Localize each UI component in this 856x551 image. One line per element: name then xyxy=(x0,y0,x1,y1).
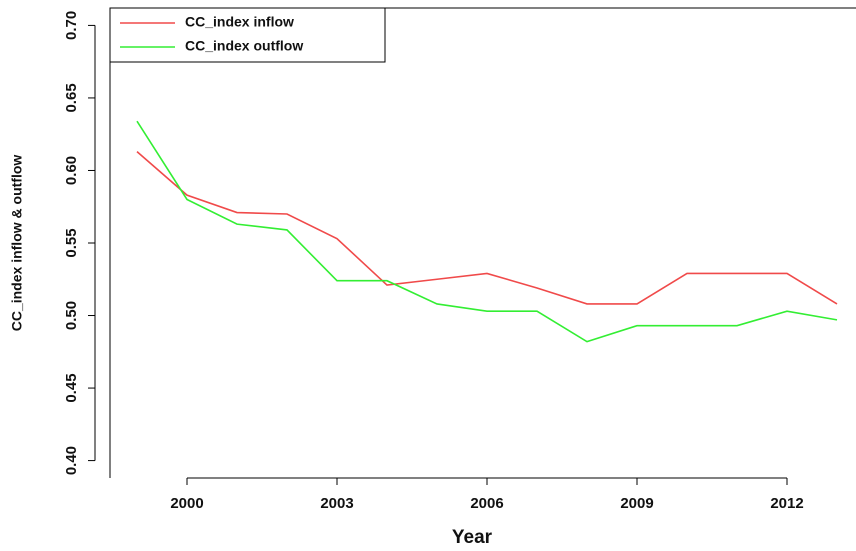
y-tick-label: 0.40 xyxy=(63,446,80,475)
x-axis-title: Year xyxy=(452,527,493,548)
y-axis-title: CC_index inflow & outflow xyxy=(9,155,25,332)
y-tick-label: 0.55 xyxy=(63,228,80,257)
y-tick-label: 0.45 xyxy=(63,373,80,402)
line xyxy=(136,120,838,343)
x-tick-label: 2003 xyxy=(320,495,353,512)
legend-box xyxy=(109,7,386,63)
y-tick-label: 0.65 xyxy=(63,83,80,112)
plot-frame xyxy=(109,7,856,478)
y-tick-label: 0.50 xyxy=(63,301,80,330)
x-tick-label: 2009 xyxy=(620,495,653,512)
y-tick-label: 0.60 xyxy=(63,156,80,185)
legend-label: CC_index outflow xyxy=(185,38,303,54)
legend-label: CC_index inflow xyxy=(185,14,294,30)
y-tick-label: 0.70 xyxy=(63,11,80,40)
x-tick-label: 2000 xyxy=(170,495,203,512)
x-tick-label: 2012 xyxy=(770,495,803,512)
x-tick-label: 2006 xyxy=(470,495,503,512)
line xyxy=(136,151,838,305)
